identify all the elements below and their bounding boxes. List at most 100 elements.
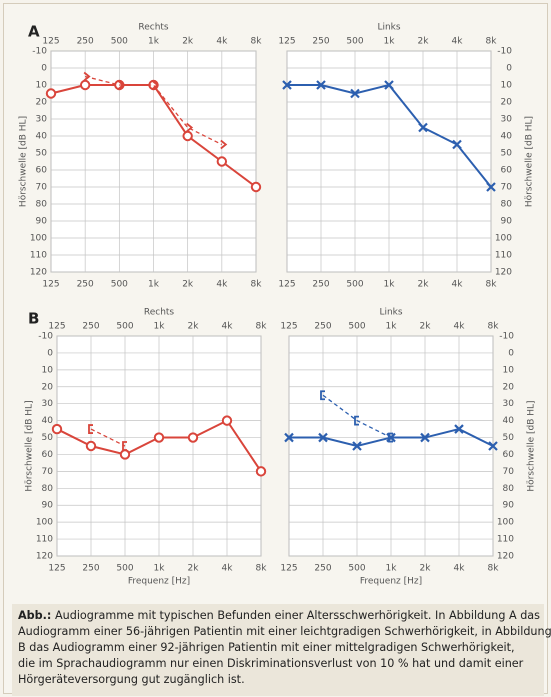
y-tick-label: 0 <box>47 348 53 358</box>
data-point <box>420 432 430 443</box>
x-tick-label: 1k <box>386 322 398 332</box>
y-tick-label: 40 <box>36 132 48 142</box>
x-tick-label: 125 <box>280 564 297 574</box>
x-tick-label: 4k <box>216 37 228 47</box>
x-tick-label: 500 <box>346 37 363 47</box>
data-point <box>220 139 228 150</box>
y-tick-label: 70 <box>36 183 48 193</box>
data-point <box>187 432 199 443</box>
y-tick-label: 100 <box>36 518 53 528</box>
x-tick-label: 8k <box>488 322 500 332</box>
x-tick-label: 500 <box>116 564 133 574</box>
data-point <box>284 432 294 443</box>
y-tick-label: 60 <box>501 166 513 176</box>
y-tick-label: 20 <box>503 382 515 392</box>
caption-line: die im Sprachaudiogramm nur einen Diskri… <box>18 657 524 670</box>
data-point <box>255 466 267 477</box>
x-tick-label: 8k <box>486 37 498 47</box>
x-tick-label: 4k <box>454 322 466 332</box>
data-point <box>186 122 194 133</box>
x-tick-label: 2k <box>420 564 432 574</box>
x-tick-label: 1k <box>148 280 160 290</box>
x-tick-label: 2k <box>420 322 432 332</box>
x-tick-label: 500 <box>111 37 128 47</box>
y-tick-label: 60 <box>42 450 54 460</box>
x-tick-label: 8k <box>251 37 263 47</box>
x-tick-label: 8k <box>251 280 263 290</box>
y-tick-label: 0 <box>506 64 512 74</box>
x-tick-label: 1k <box>154 322 166 332</box>
y-axis-label: Hörschwelle [dB HL] <box>525 116 535 207</box>
caption-line: B das Audiogramm einer 92-jährigen Patie… <box>18 641 515 654</box>
y-tick-label: 10 <box>36 81 48 91</box>
y-axis-label: Hörschwelle [dB HL] <box>25 400 35 491</box>
y-tick-label: 40 <box>503 416 515 426</box>
y-tick-label: 30 <box>42 399 54 409</box>
y-tick-label: 100 <box>497 518 514 528</box>
y-tick-label: 20 <box>36 98 48 108</box>
y-tick-label: 50 <box>36 149 48 159</box>
y-tick-label: 40 <box>42 416 54 426</box>
y-tick-label: 100 <box>495 234 512 244</box>
y-tick-label: 60 <box>503 450 515 460</box>
x-axis-label: Frequenz [Hz] <box>128 577 190 587</box>
y-tick-label: -10 <box>497 47 512 57</box>
y-tick-label: 70 <box>503 467 515 477</box>
caption-line: Audiogramm einer 56-jährigen Patientin m… <box>18 625 551 638</box>
data-point <box>488 441 498 451</box>
x-tick-label: 250 <box>77 280 94 290</box>
x-axis-label: Frequenz [Hz] <box>360 577 422 587</box>
x-tick-label: 250 <box>314 564 331 574</box>
y-tick-label: 110 <box>497 535 514 545</box>
x-tick-label: 125 <box>48 322 65 332</box>
y-tick-label: 80 <box>42 484 54 494</box>
panel-label: B <box>28 310 39 328</box>
y-tick-label: 50 <box>501 149 513 159</box>
data-point <box>153 432 165 443</box>
y-tick-label: 40 <box>501 132 513 142</box>
series-line <box>85 75 223 146</box>
data-point <box>352 441 362 451</box>
y-tick-label: 30 <box>36 115 48 125</box>
x-tick-label: 2k <box>418 280 430 290</box>
x-tick-label: 500 <box>348 564 365 574</box>
data-point <box>320 390 325 401</box>
data-point <box>354 415 359 426</box>
y-tick-label: 70 <box>501 183 513 193</box>
x-tick-label: 4k <box>222 322 234 332</box>
x-tick-label: 1k <box>384 280 396 290</box>
x-tick-label: 250 <box>312 280 329 290</box>
y-tick-label: 110 <box>30 251 47 261</box>
data-point <box>388 432 393 443</box>
caption-line: Hörgeräteversorgung gut zugänglich ist. <box>18 673 245 686</box>
chart-title: Links <box>379 308 402 318</box>
y-tick-label: 0 <box>508 348 514 358</box>
x-tick-label: 500 <box>116 322 133 332</box>
x-tick-label: 2k <box>418 37 430 47</box>
x-tick-label: 1k <box>384 37 396 47</box>
caption-line: Abb.: Audiogramme mit typischen Befunden… <box>18 608 540 624</box>
x-tick-label: 125 <box>42 37 59 47</box>
chart-title: Rechts <box>138 23 169 33</box>
data-point <box>85 440 97 452</box>
x-tick-label: 2k <box>182 280 194 290</box>
caption-text: Audiogramme mit typischen Befunden einer… <box>54 609 540 622</box>
x-tick-label: 250 <box>82 322 99 332</box>
y-tick-label: 10 <box>501 81 513 91</box>
x-tick-label: 4k <box>454 564 466 574</box>
data-point <box>350 88 360 99</box>
y-tick-label: 80 <box>503 484 515 494</box>
caption: Abb.: Audiogramme mit typischen Befunden… <box>12 604 551 696</box>
data-point <box>117 80 125 90</box>
y-tick-label: 120 <box>497 552 514 562</box>
y-tick-label: 120 <box>30 268 47 278</box>
x-tick-label: 2k <box>188 564 200 574</box>
y-tick-label: 100 <box>30 234 47 244</box>
data-point <box>316 80 326 90</box>
x-tick-label: 250 <box>77 37 94 47</box>
x-tick-label: 500 <box>346 280 363 290</box>
x-tick-label: 1k <box>154 564 166 574</box>
y-tick-label: 50 <box>503 433 515 443</box>
y-tick-label: 70 <box>42 467 54 477</box>
